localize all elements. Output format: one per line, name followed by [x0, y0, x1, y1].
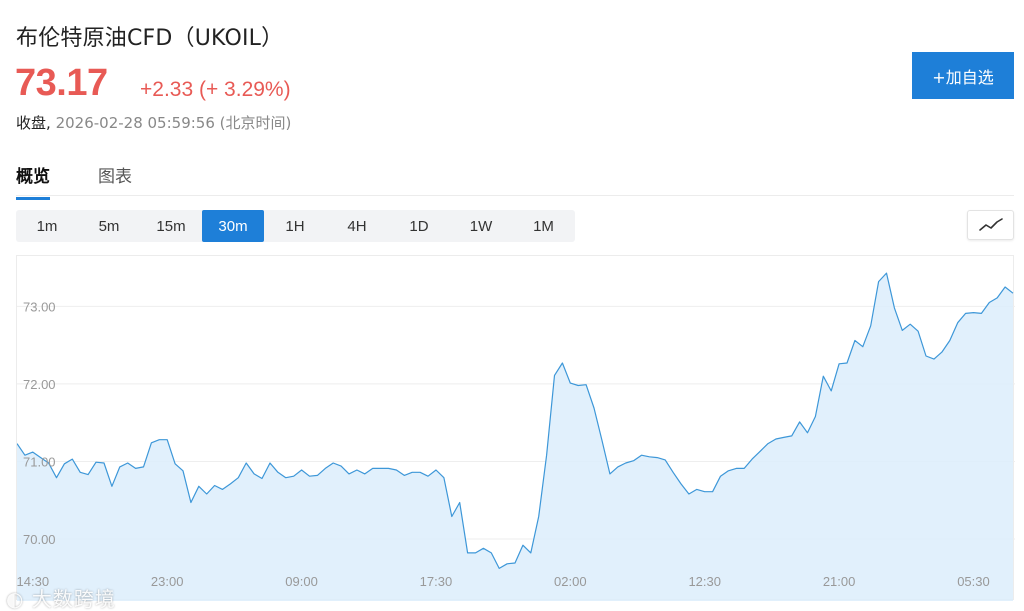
price-chart-svg: 73.00 72.00 71.00 70.00 14:30 23:00 09:00 17:3… — [17, 272, 1015, 601]
x-tick-label: 14:30 — [17, 574, 49, 589]
x-tick-label: 23:00 — [151, 574, 184, 589]
x-tick-label: 21:00 — [823, 574, 856, 589]
interval-30m[interactable]: 30m — [202, 210, 264, 242]
tab-overview[interactable]: 概览 — [16, 162, 50, 200]
add-to-watchlist-button[interactable]: +加自选 — [912, 52, 1014, 99]
interval-1d[interactable]: 1D — [409, 217, 429, 235]
y-tick-label: 70.00 — [23, 532, 56, 547]
y-tick-label: 72.00 — [23, 377, 56, 392]
market-status-line: 收盘, 2026-02-28 05:59:56 (北京时间) — [16, 112, 291, 133]
price-chart[interactable]: 73.00 72.00 71.00 70.00 14:30 23:00 09:00 17:3… — [16, 255, 1015, 601]
x-tick-label: 12:30 — [688, 574, 721, 589]
watermark-logo: ◐ 大数跨境 — [6, 587, 116, 611]
instrument-title: 布伦特原油CFD（UKOIL） — [16, 26, 284, 51]
x-tick-label: 05:30 — [957, 574, 990, 589]
interval-15m[interactable]: 15m — [156, 217, 186, 235]
y-tick-label: 71.00 — [23, 454, 56, 469]
x-tick-label: 02:00 — [554, 574, 587, 589]
interval-1h[interactable]: 1H — [285, 217, 305, 235]
x-tick-label: 09:00 — [285, 574, 318, 589]
tab-bar: 概览 图表 — [16, 160, 1014, 200]
tab-chart[interactable]: 图表 — [98, 167, 132, 187]
interval-1m[interactable]: 1m — [36, 217, 58, 235]
market-status-label: 收盘, — [16, 114, 51, 132]
interval-1mo[interactable]: 1M — [533, 217, 554, 235]
price-change: +2.33 (+ 3.29%) — [140, 78, 291, 101]
interval-4h[interactable]: 4H — [347, 217, 367, 235]
x-tick-label: 17:30 — [420, 574, 453, 589]
chart-type-button[interactable] — [967, 210, 1014, 240]
watermark-text: 大数跨境 — [31, 587, 116, 611]
interval-5m[interactable]: 5m — [98, 217, 120, 235]
interval-1w[interactable]: 1W — [469, 217, 493, 235]
y-tick-label: 73.00 — [23, 299, 56, 314]
last-price: 73.17 — [15, 62, 108, 104]
interval-selector: 1m 5m 15m 30m 1H 4H 1D 1W 1M — [16, 210, 575, 242]
price-area-fill — [17, 273, 1013, 601]
line-chart-icon — [978, 218, 1003, 231]
market-timestamp: 2026-02-28 05:59:56 (北京时间) — [55, 114, 292, 132]
price-line — [17, 272, 1014, 569]
